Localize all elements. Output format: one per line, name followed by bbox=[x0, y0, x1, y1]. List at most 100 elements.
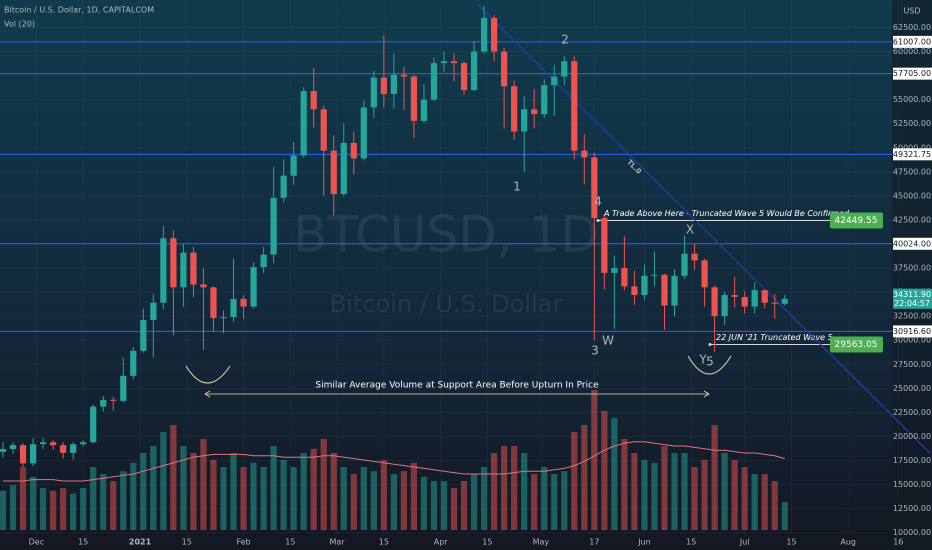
volume-bar bbox=[370, 471, 377, 530]
support-curve bbox=[687, 355, 732, 375]
candle-body bbox=[541, 85, 548, 115]
chart-title: Bitcoin / U.S. Dollar, 1D, CAPITALCOM bbox=[4, 6, 154, 15]
volume-bar bbox=[180, 446, 187, 530]
candle-body bbox=[150, 302, 157, 321]
volume-bar bbox=[501, 446, 508, 530]
volume-bar bbox=[511, 446, 518, 530]
volume-bar bbox=[0, 490, 7, 530]
wave-label: 2 bbox=[561, 33, 569, 47]
candle-body bbox=[711, 287, 718, 317]
candle-body bbox=[230, 298, 237, 318]
candle-body bbox=[561, 61, 568, 77]
trade-anchor bbox=[708, 342, 712, 346]
candle-body bbox=[641, 275, 648, 296]
candle-body bbox=[19, 445, 27, 464]
candle-body bbox=[701, 260, 708, 288]
candle-body bbox=[300, 91, 307, 156]
trade-label: 29563.05 bbox=[835, 340, 878, 350]
y-tick-label: 10000.00 bbox=[893, 528, 931, 537]
volume-bar bbox=[230, 453, 237, 530]
volume-bar bbox=[60, 488, 67, 530]
volume-bar bbox=[621, 439, 628, 530]
volume-bar bbox=[160, 432, 167, 530]
x-tick-label: 15 bbox=[285, 538, 295, 547]
volume-bar bbox=[611, 418, 618, 530]
volume-bar bbox=[330, 453, 337, 530]
volume-bar bbox=[470, 474, 478, 530]
trade-note: 22 JUN '21 Truncated Wave 5 bbox=[716, 333, 833, 342]
x-tick-label: Dec bbox=[29, 538, 44, 547]
candle-body bbox=[400, 74, 408, 77]
candle-body bbox=[491, 17, 498, 52]
candle-body bbox=[621, 268, 628, 287]
volume-bar bbox=[551, 474, 558, 530]
y-tick-label: 55000.00 bbox=[893, 95, 931, 104]
y-tick-label: 60000.00 bbox=[893, 47, 931, 56]
volume-bar bbox=[581, 425, 588, 530]
y-axis-label: USD bbox=[903, 7, 920, 16]
candle-body bbox=[320, 109, 327, 151]
candle-body bbox=[110, 399, 117, 401]
candle-body bbox=[410, 76, 418, 121]
candle-body bbox=[380, 77, 387, 94]
volume-bar bbox=[200, 439, 207, 530]
volume-bar bbox=[651, 462, 658, 530]
volume-bar bbox=[641, 460, 648, 530]
volume-bar bbox=[571, 432, 578, 530]
x-tick-label: 15 bbox=[182, 538, 192, 547]
wave-label: 4 bbox=[594, 195, 602, 209]
volume-bar bbox=[440, 481, 448, 530]
x-tick-label: 15 bbox=[379, 538, 389, 547]
countdown: 22:04:57 bbox=[894, 299, 930, 308]
y-tick-label: 52500.00 bbox=[893, 119, 931, 128]
candle-body bbox=[200, 284, 207, 288]
candle-body bbox=[90, 406, 97, 443]
candle-body bbox=[0, 448, 7, 452]
volume-bar bbox=[210, 460, 217, 530]
volume-bar bbox=[400, 471, 408, 530]
x-tick-label: Jun bbox=[637, 538, 651, 547]
volume-bar bbox=[661, 446, 668, 530]
y-tick-label: 30000.00 bbox=[893, 336, 931, 345]
y-tick-label: 32500.00 bbox=[893, 312, 931, 321]
y-tick-label: 50000.00 bbox=[893, 143, 931, 152]
volume-bar bbox=[340, 467, 347, 530]
arrow-heads bbox=[204, 390, 710, 398]
candle-body bbox=[450, 61, 458, 64]
volume-bar bbox=[521, 453, 528, 530]
watermark: BTCUSD, 1D bbox=[293, 206, 599, 264]
volume-bar bbox=[741, 467, 748, 530]
candle-body bbox=[160, 238, 167, 303]
level-label: 61007.00 bbox=[893, 37, 931, 46]
volume-bar bbox=[250, 462, 257, 530]
volume-bar bbox=[751, 474, 758, 530]
volume-bar bbox=[300, 453, 307, 530]
candle-body bbox=[681, 253, 688, 276]
volume-bar bbox=[771, 481, 778, 530]
volume-bar bbox=[9, 485, 17, 530]
candle-body bbox=[460, 63, 468, 91]
last-price: 34311.90 bbox=[893, 290, 931, 299]
candle-body bbox=[260, 254, 267, 268]
wave-label: 1 bbox=[513, 180, 521, 194]
x-tick-label: 15 bbox=[78, 538, 88, 547]
volume-bar bbox=[781, 502, 788, 530]
candle-body bbox=[290, 155, 297, 176]
candle-body bbox=[29, 444, 37, 464]
price-axis-bg bbox=[892, 0, 932, 550]
indicator-label: Vol (20) bbox=[4, 20, 35, 29]
candle-body bbox=[761, 290, 768, 303]
level-tag bbox=[893, 35, 932, 48]
candle-body bbox=[571, 61, 578, 151]
volume-bar bbox=[390, 474, 397, 530]
wave-label: X bbox=[686, 223, 694, 237]
candle-body bbox=[60, 445, 67, 453]
volume-bar bbox=[140, 453, 147, 530]
volume-bar bbox=[591, 390, 598, 530]
candle-body bbox=[751, 290, 758, 307]
candle-body bbox=[80, 442, 87, 445]
x-tick-label: May bbox=[533, 538, 550, 547]
volume-bar bbox=[80, 488, 87, 530]
x-tick-label: 17 bbox=[589, 538, 599, 547]
